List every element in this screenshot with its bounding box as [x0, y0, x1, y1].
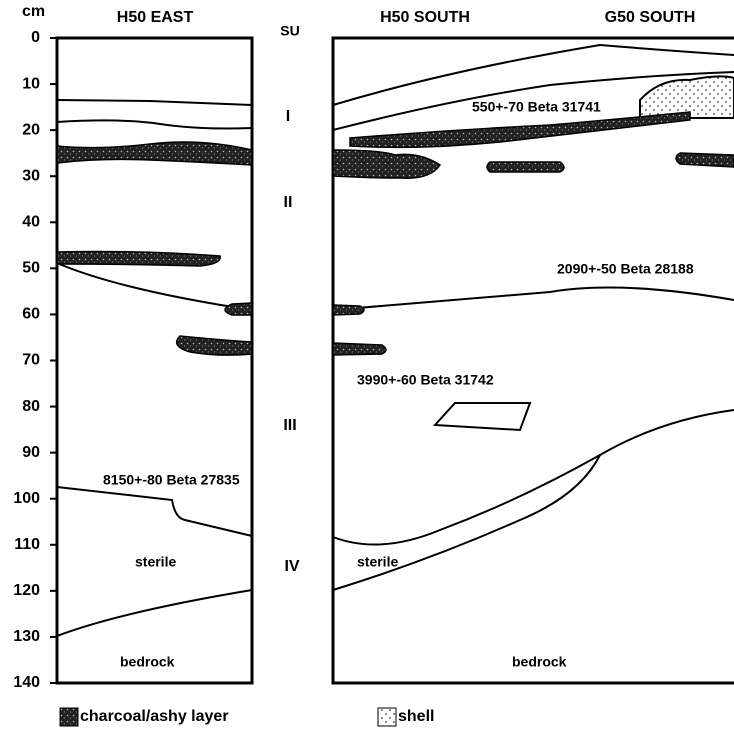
date-label: 550+-70 Beta 31741 [472, 99, 601, 115]
depth-tick-label: 60 [22, 306, 40, 323]
right-profile [331, 36, 734, 685]
depth-tick-label: 130 [13, 628, 40, 645]
unit-label: II [284, 194, 293, 211]
layer-label: sterile [357, 554, 398, 570]
depth-tick-label: 30 [22, 167, 40, 184]
depth-tick-label: 110 [14, 536, 40, 553]
depth-tick-label: 20 [22, 121, 40, 138]
unit-label: III [283, 417, 296, 434]
left-profile [55, 36, 254, 685]
unit-label: IV [284, 558, 299, 575]
depth-tick-label: 50 [22, 260, 40, 277]
header: H50 EAST [117, 9, 194, 26]
depth-unit: cm [22, 3, 45, 20]
depth-tick-label: 10 [22, 75, 40, 92]
date-label: 8150+-80 Beta 27835 [103, 472, 240, 488]
layer-label: sterile [135, 554, 176, 570]
depth-tick-label: 90 [22, 444, 40, 461]
depth-tick-label: 80 [22, 398, 40, 415]
date-label: 3990+-60 Beta 31742 [357, 372, 494, 388]
header: H50 SOUTH [380, 9, 470, 26]
depth-tick-label: 100 [13, 490, 40, 507]
depth-tick-label: 70 [22, 352, 40, 369]
unit-label: I [286, 108, 290, 125]
depth-tick-label: 40 [22, 214, 40, 231]
depth-tick-label: 140 [13, 674, 40, 691]
legend-swatch [59, 707, 79, 727]
legend-swatch [377, 707, 397, 727]
layer-label: bedrock [120, 654, 175, 670]
date-label: 2090+-50 Beta 28188 [557, 261, 694, 277]
depth-tick-label: 0 [31, 29, 40, 46]
header: SU [280, 23, 299, 39]
header: G50 SOUTH [605, 9, 696, 26]
depth-tick-label: 120 [13, 582, 40, 599]
legend-label: charcoal/ashy layer [80, 708, 229, 725]
layer-label: bedrock [512, 654, 567, 670]
legend-label: shell [398, 708, 434, 725]
